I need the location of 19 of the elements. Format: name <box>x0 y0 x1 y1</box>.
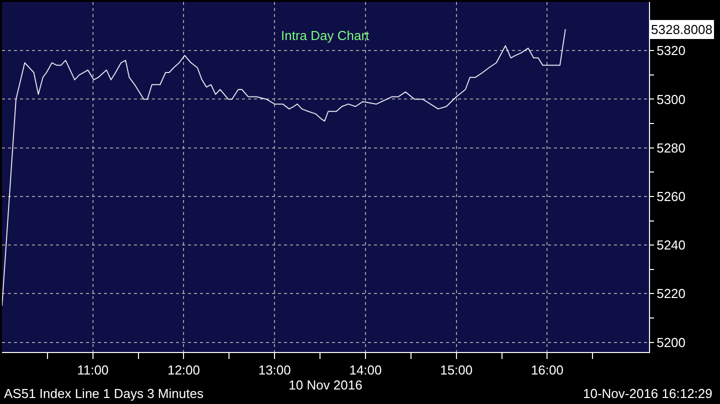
text: 5328.8008 <box>651 22 712 37</box>
x-axis-title: 10 Nov 2016 <box>288 378 362 393</box>
y-tick-label: 5280 <box>656 140 686 156</box>
x-tick-label: 12:00 <box>167 362 200 378</box>
x-tick-label: 11:00 <box>77 362 109 378</box>
x-tick-label: 13:00 <box>258 362 291 378</box>
text: AS51 Index Line 1 Days 3 Minutes <box>4 386 204 401</box>
x-tick-label: 14:00 <box>349 362 382 378</box>
y-tick-label: 5260 <box>656 188 686 204</box>
text: 10-Nov-2016 16:12:29 <box>583 386 712 401</box>
y-tick-label: 5320 <box>656 43 686 58</box>
line-series <box>2 28 566 306</box>
y-tick-label: 5220 <box>656 286 686 302</box>
text: Intra Day Chart <box>281 28 370 43</box>
y-tick-label: 5240 <box>656 238 686 253</box>
y-tick-label: 5200 <box>656 334 686 350</box>
x-tick-label: 16:00 <box>530 362 564 378</box>
x-tick-label: 15:00 <box>440 362 473 378</box>
y-tick-label: 5300 <box>656 92 686 107</box>
